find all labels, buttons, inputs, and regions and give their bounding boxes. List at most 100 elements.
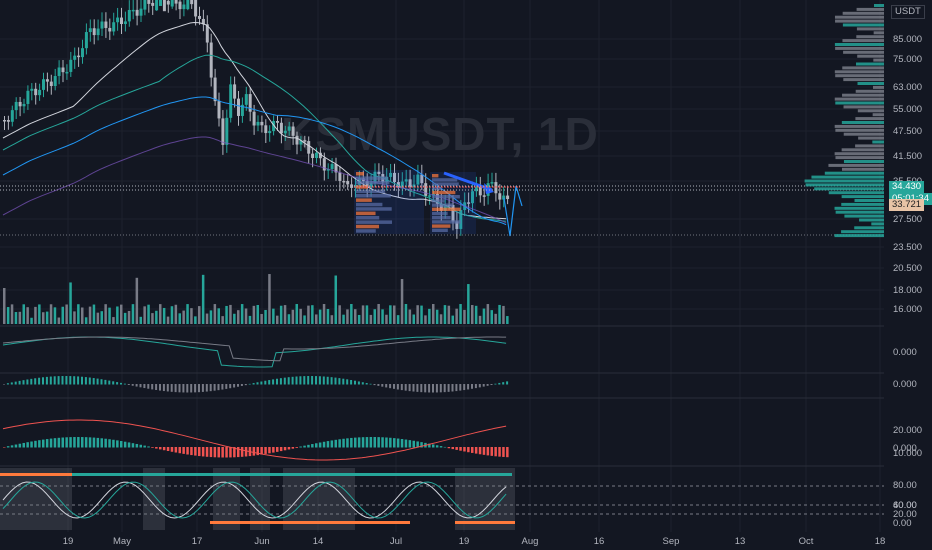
candle [116, 17, 120, 23]
histogram-bar [346, 379, 349, 385]
volume-bar [127, 310, 131, 324]
time-axis-label: Jun [254, 536, 269, 547]
panel3-axis-label: 20.000 [893, 425, 922, 436]
candle [256, 121, 260, 126]
panel3-bar [252, 447, 256, 456]
histogram-bar [3, 384, 5, 385]
histogram-bar [389, 384, 392, 389]
volume-bar [112, 317, 115, 324]
histogram-bar [463, 384, 466, 391]
volume-profile-row [835, 46, 884, 50]
histogram-bar [221, 384, 224, 390]
histogram-bar [451, 384, 454, 392]
volume-bar [291, 309, 295, 324]
candle [291, 126, 295, 136]
panel3-bar [272, 447, 275, 453]
volume-bar [100, 311, 103, 324]
histogram-bar [424, 384, 427, 393]
panel3-bar [432, 444, 435, 448]
histogram-bar [435, 384, 438, 393]
histogram-bar [88, 377, 91, 385]
panel3-bar [116, 440, 119, 448]
volume-bar [182, 310, 185, 324]
volume-bar [81, 307, 84, 324]
candle [201, 18, 205, 25]
volume-bar [357, 314, 361, 324]
volume-bar [84, 317, 88, 324]
panel3-bar [26, 442, 29, 448]
panel2-axis-label: 0.000 [893, 379, 917, 390]
time-axis-label: 16 [594, 536, 605, 547]
panel3-bar [311, 444, 314, 448]
candle [389, 172, 393, 177]
volume-profile-row [872, 113, 884, 117]
histogram-bar [112, 381, 115, 385]
volume-bar [322, 304, 326, 324]
candle [400, 181, 404, 188]
panel3-bar [88, 437, 92, 448]
candle [42, 79, 45, 90]
volume-profile-row [834, 206, 884, 210]
volume-bar [73, 311, 76, 324]
histogram-bar [303, 376, 306, 385]
histogram-bar [276, 378, 278, 385]
volume-bar [155, 310, 158, 324]
panel3-bar [322, 441, 326, 448]
volume-profile-row [874, 4, 884, 7]
stoch-k-line [2, 481, 507, 519]
histogram-bar [209, 384, 212, 392]
volume-profile-bar [432, 224, 451, 228]
histogram-bar [486, 384, 489, 386]
volume-bar [365, 305, 369, 324]
price-axis-label: 18.000 [893, 285, 922, 296]
panel3-bar [151, 447, 154, 448]
histogram-bar [408, 384, 411, 392]
price-axis-label: 55.000 [893, 104, 922, 115]
volume-bars [3, 274, 509, 324]
volume-bar [10, 304, 14, 324]
candle [112, 22, 116, 32]
volume-bar [237, 310, 240, 324]
histogram-bar [260, 381, 263, 385]
panel3-bar [494, 447, 497, 457]
panel3-axis-label: 0.000 [893, 443, 917, 454]
panel3-bar [112, 439, 115, 448]
volume-profile-row [834, 43, 884, 46]
candle [186, 0, 190, 10]
volume-bar [486, 304, 490, 324]
volume-profile-row [814, 187, 884, 191]
panel3-bar [34, 440, 37, 448]
panel3-bar [400, 439, 404, 448]
volume-bar [104, 304, 107, 324]
volume-profile-row [841, 167, 884, 171]
histogram-bar [443, 384, 446, 393]
price-axis-label: 16.000 [893, 304, 922, 315]
volume-bar [209, 310, 213, 324]
candle [65, 71, 69, 74]
volume-profile-row [859, 218, 884, 222]
volume-bar [194, 316, 197, 324]
volume-profile-row [854, 226, 884, 230]
histogram-bar [490, 384, 493, 386]
stoch-zone [455, 468, 515, 530]
panel3-bar [276, 447, 279, 452]
candle [155, 0, 159, 11]
volume-profile-bar [356, 229, 376, 233]
volume-bar [307, 305, 310, 324]
volume-bar [186, 304, 189, 324]
histogram-bar [252, 383, 255, 385]
candle [287, 126, 291, 131]
histogram-bar [404, 384, 407, 391]
candle [451, 205, 455, 222]
volume-profile-bar [356, 189, 386, 194]
volume-bar [471, 305, 474, 324]
candle [38, 89, 42, 96]
volume-bar [373, 309, 376, 324]
histogram-bar [428, 384, 431, 393]
histogram-bar [217, 384, 220, 391]
volume-profile-row [834, 70, 884, 74]
volume-profile-bar [356, 224, 380, 229]
candle [166, 0, 170, 5]
volume-profile-bar [432, 207, 461, 211]
